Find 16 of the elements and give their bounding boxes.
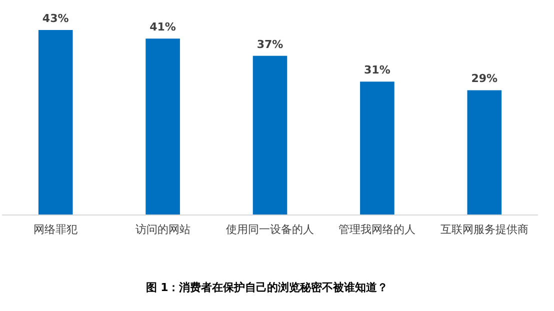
x-tick-label: 访问的网站 (135, 222, 190, 236)
x-tick-label: 互联网服务提供商 (440, 222, 528, 236)
bar (252, 56, 288, 215)
text: 图 1：消费者在保护自己的浏览秘密不被谁知道？ (146, 281, 388, 294)
x-tick-label: 管理我网络的人 (338, 222, 416, 236)
bar (360, 82, 394, 215)
x-tick-label: 网络罪犯 (34, 222, 78, 236)
data-label: 29% (471, 72, 498, 86)
data-label: 43% (42, 12, 69, 25)
data-label: 41% (150, 20, 176, 34)
x-tick-label: 使用同一设备的人 (226, 222, 314, 236)
data-label: 37% (256, 38, 284, 51)
data-label: 31% (364, 64, 390, 77)
bar (467, 90, 502, 215)
bar (38, 30, 73, 215)
bar (146, 38, 180, 215)
